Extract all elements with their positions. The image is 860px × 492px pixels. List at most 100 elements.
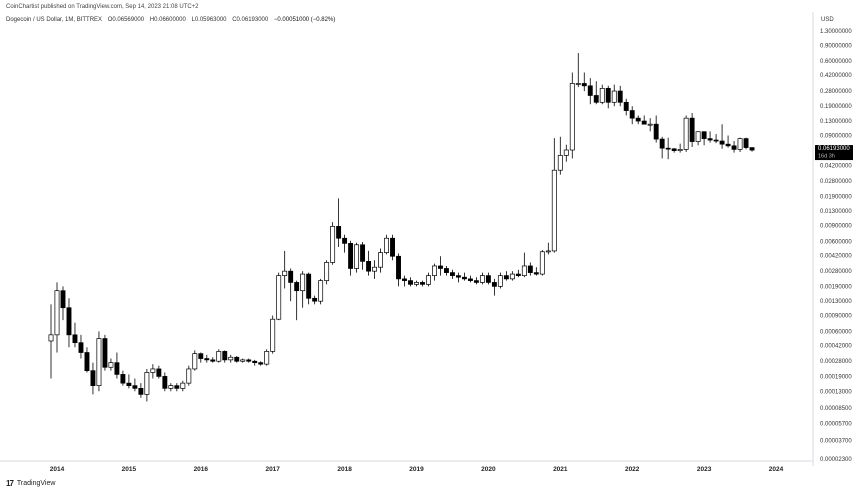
publisher-line: CoinChartist published on TradingView.co… <box>6 4 199 10</box>
candle <box>515 269 521 278</box>
candle-body-down <box>348 243 354 269</box>
candle <box>270 315 276 354</box>
candle <box>66 298 72 348</box>
time-tick-label: 2019 <box>409 466 424 473</box>
candle-body-up <box>180 382 186 389</box>
candle <box>503 271 509 281</box>
candle-body-down <box>455 275 461 278</box>
price-tick-label: 0.90000000 <box>820 43 852 49</box>
candle <box>48 304 54 379</box>
candle <box>96 331 102 392</box>
candle-body-up <box>372 266 378 272</box>
candle <box>180 380 186 392</box>
price-tick-label: 0.02800000 <box>820 179 852 185</box>
time-axis[interactable]: 2014 2015 2016 2017 2018 2019 2020 2021 2022 2023… <box>50 466 784 473</box>
candle-body-down <box>665 147 671 150</box>
candle-body-up <box>611 90 617 103</box>
open-value: O0.06569000 <box>107 17 145 23</box>
candle <box>390 234 395 261</box>
candle-body-down <box>342 237 348 244</box>
high-value: H0.06600000 <box>149 17 186 23</box>
symbol-name[interactable]: Dogecoin / US Dollar, 1M, BITTREX <box>6 17 103 23</box>
candle <box>731 141 737 153</box>
candle <box>420 280 425 287</box>
candle <box>557 136 563 175</box>
candle <box>414 280 419 287</box>
candle <box>641 115 647 125</box>
candle <box>234 356 240 363</box>
candle-body-up <box>96 338 102 387</box>
candle <box>192 350 198 371</box>
candle <box>312 295 318 305</box>
candle-body-down <box>66 307 72 336</box>
candle <box>276 272 282 321</box>
candle <box>162 372 168 392</box>
time-tick-label: 2015 <box>122 466 137 473</box>
candle-body-down <box>450 272 455 276</box>
candle-body-down <box>533 272 539 275</box>
candle-body-down <box>312 297 318 302</box>
candle <box>563 144 569 162</box>
price-tick-label: 0.00190000 <box>820 284 852 290</box>
time-tick-label: 2016 <box>194 466 209 473</box>
candle-body-down <box>444 268 449 273</box>
candle-body-down <box>671 148 677 152</box>
candle <box>396 253 401 287</box>
candle <box>240 358 246 363</box>
candle-body-down <box>126 382 132 387</box>
candle-body-down <box>288 270 294 283</box>
candle <box>318 278 324 305</box>
candle-body-up <box>414 282 419 285</box>
candle-body-up <box>539 251 545 275</box>
candle-body-down <box>719 140 725 145</box>
candle-body-down <box>641 120 647 125</box>
candle-body-down <box>749 147 755 151</box>
price-tick-label: 0.00013000 <box>820 389 852 395</box>
candle-body-up <box>330 226 336 263</box>
candle-body-up <box>432 265 437 276</box>
candle-body-down <box>360 244 366 262</box>
price-tick-label: 0.09000000 <box>820 133 852 139</box>
candle-body-down <box>587 85 593 96</box>
candle-body-up <box>324 262 330 281</box>
candle <box>509 271 515 281</box>
currency-label: USD <box>821 17 834 23</box>
candle <box>695 131 701 146</box>
tradingview-branding[interactable]: 17 TradingView <box>6 479 55 488</box>
candle-body-up <box>264 351 270 365</box>
candle-body-down <box>174 385 180 389</box>
candle-body-down <box>396 255 401 280</box>
candle-body-up <box>270 318 276 352</box>
candle <box>491 278 497 296</box>
close-value: C0.06193000 <box>232 17 269 23</box>
candle <box>467 275 473 283</box>
candle-body-up <box>228 356 234 361</box>
candle <box>132 378 138 392</box>
candle <box>360 242 366 270</box>
candle-body-up <box>144 372 150 395</box>
candle <box>138 383 144 398</box>
candle-body-down <box>713 139 719 142</box>
candle-body-down <box>701 131 707 139</box>
candle <box>701 131 707 146</box>
candle-body-down <box>635 117 641 122</box>
candle-body-up <box>497 275 503 287</box>
candle-body-down <box>593 95 599 103</box>
candle <box>575 53 581 88</box>
candle <box>366 250 372 276</box>
price-tick-label: 0.01300000 <box>820 209 852 215</box>
candle-body-up <box>563 149 569 156</box>
candle-body-down <box>659 138 665 149</box>
time-tick-label: 2021 <box>553 466 568 473</box>
candle-body-up <box>186 368 192 384</box>
candle <box>527 262 533 276</box>
price-tick-label: 0.00008500 <box>820 406 852 412</box>
price-axis[interactable]: 1.30000000 0.90000000 0.60000000 0.42000000… <box>820 29 852 463</box>
candle <box>473 277 479 285</box>
price-tick-label: 0.00060000 <box>820 329 852 335</box>
price-tick-label: 0.00900000 <box>820 224 852 230</box>
candle <box>78 334 84 359</box>
candle-body-down <box>204 358 210 361</box>
candle-body-down <box>689 117 695 142</box>
